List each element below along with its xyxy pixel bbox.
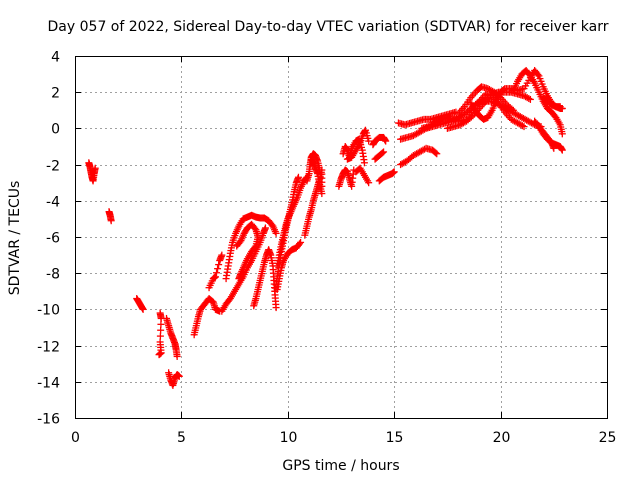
data-point: [91, 164, 99, 172]
data-point: [157, 320, 165, 328]
data-point: [156, 332, 164, 340]
data-point: [235, 275, 243, 283]
data-point: [272, 229, 280, 237]
data-point: [215, 261, 223, 269]
x-tick-label: 25: [599, 430, 617, 446]
data-point: [157, 326, 165, 334]
data-point: [433, 150, 441, 158]
x-tick-label: 5: [177, 430, 186, 446]
data-point: [294, 173, 302, 181]
y-tick-label: 2: [51, 86, 60, 102]
y-tick-label: -2: [46, 159, 60, 175]
data-point: [380, 148, 388, 156]
data-point: [534, 71, 542, 79]
data-point: [518, 122, 526, 130]
x-tick-labels: 0 5 10 15 20 25: [71, 430, 616, 446]
data-point: [155, 351, 163, 359]
y-tick-label: 0: [51, 122, 60, 138]
data-points: [85, 66, 566, 389]
x-tick-label: 10: [280, 430, 298, 446]
y-tick-label: -16: [37, 412, 60, 428]
data-point: [382, 137, 390, 145]
data-point: [213, 269, 221, 277]
x-tick-label: 0: [71, 430, 80, 446]
data-point: [175, 372, 183, 380]
data-point: [297, 238, 305, 246]
y-tick-labels: -16 -14 -12 -10 -8 -6 -4 -2 0 2 4: [37, 50, 60, 428]
data-point: [365, 179, 373, 187]
y-axis-label: SDTVAR / TECUs: [7, 181, 23, 296]
y-tick-label: 4: [51, 50, 60, 66]
data-point: [525, 95, 533, 103]
data-point: [318, 190, 326, 198]
data-point: [218, 251, 226, 259]
y-tick-label: -8: [46, 267, 60, 283]
data-point: [365, 137, 373, 145]
data-point: [173, 352, 181, 360]
data-point: [390, 168, 398, 176]
data-point: [296, 240, 304, 248]
y-tick-label: -6: [46, 231, 60, 247]
data-point: [435, 116, 443, 124]
data-point: [558, 130, 566, 138]
data-point: [432, 149, 440, 157]
data-point: [509, 106, 517, 114]
data-point: [360, 159, 368, 167]
grid: [75, 56, 607, 418]
x-axis-label: GPS time / hours: [282, 458, 399, 474]
data-point: [558, 104, 566, 112]
data-point: [520, 123, 528, 131]
y-tick-label: -12: [37, 340, 60, 356]
data-point: [558, 146, 566, 154]
data-point: [251, 224, 259, 232]
y-tick-label: -10: [37, 303, 60, 319]
data-point: [214, 265, 222, 273]
x-tick-label: 20: [493, 430, 511, 446]
data-point: [508, 105, 516, 113]
y-tick-label: -14: [37, 376, 60, 392]
data-point: [550, 144, 558, 152]
data-point: [107, 217, 115, 225]
data-point: [211, 273, 219, 281]
chart-title: Day 057 of 2022, Sidereal Day-to-day VTE…: [48, 19, 609, 35]
data-point: [272, 304, 280, 312]
data-point: [139, 305, 147, 313]
data-point: [378, 149, 386, 157]
data-point: [467, 113, 475, 121]
y-tick-label: -4: [46, 195, 60, 211]
x-tick-label: 15: [386, 430, 404, 446]
ticks: [75, 56, 608, 419]
data-point: [526, 95, 534, 103]
data-point: [261, 224, 269, 232]
